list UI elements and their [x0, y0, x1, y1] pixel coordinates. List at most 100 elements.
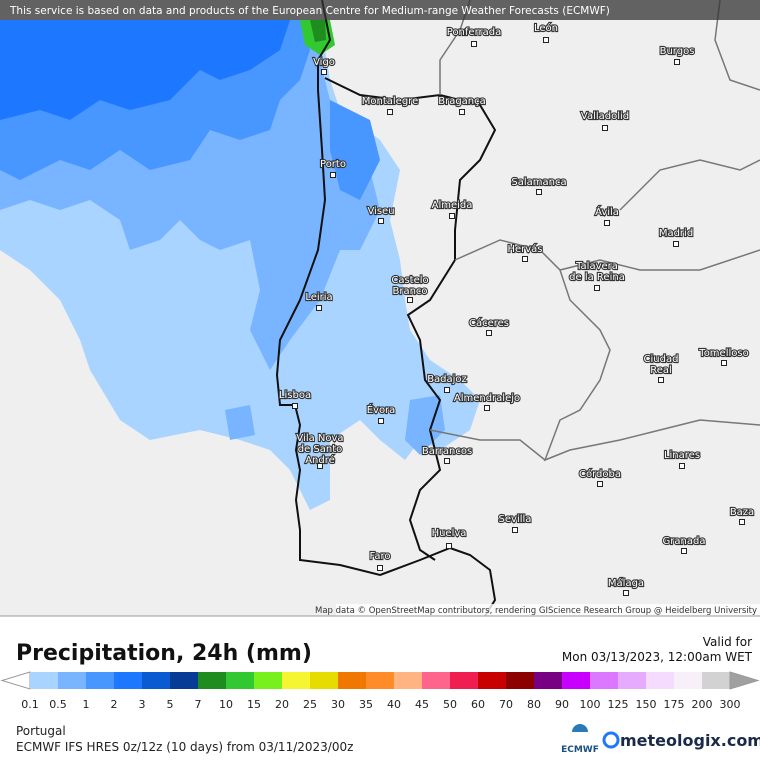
city-label: Talavera	[575, 261, 618, 272]
city-dot	[316, 305, 322, 311]
city-dot	[679, 463, 685, 469]
city-dot	[378, 418, 384, 424]
title: Precipitation, 24h (mm)	[16, 641, 312, 666]
scale-label: 25	[303, 698, 317, 711]
city-dot	[484, 405, 490, 411]
city-dot	[597, 481, 603, 487]
city-label: Ávila	[595, 205, 619, 218]
city-label: Montalegre	[362, 96, 418, 107]
city-label: André	[305, 454, 335, 466]
city-dot	[674, 59, 680, 65]
city-dot	[446, 543, 452, 549]
scale-label: 10	[219, 698, 233, 711]
city-dot	[512, 527, 518, 533]
scale-label: 0.5	[49, 698, 67, 711]
scale-label: 30	[331, 698, 345, 711]
scale-label: 50	[443, 698, 457, 711]
city-label: Almeida	[432, 200, 473, 211]
scale-swatch	[562, 672, 591, 689]
city-label: Málaga	[608, 577, 644, 589]
scale-swatch	[142, 672, 171, 689]
city-dot	[377, 565, 383, 571]
scale-swatch	[618, 672, 647, 689]
precipitation	[0, 20, 480, 510]
scale-swatch	[254, 672, 283, 689]
scale-label: 7	[195, 698, 202, 711]
city-label: Castelo	[391, 275, 428, 286]
ecmwf-text: ECMWF	[561, 745, 599, 755]
scale-label: 0.1	[21, 698, 39, 711]
city-label: Faro	[370, 551, 391, 562]
scale-label: 3	[139, 698, 146, 711]
city-label: Burgos	[660, 46, 695, 57]
city-dot	[407, 297, 413, 303]
cities: Ponferrada León Burgos Vigo Montalegre Bragan…	[278, 21, 755, 596]
city-label: Baza	[730, 507, 754, 518]
city-label: Linares	[664, 450, 700, 461]
attribution: Map data © OpenStreetMap contributors, r…	[315, 606, 757, 616]
city-dot	[739, 519, 745, 525]
city-dot	[292, 403, 298, 409]
scale-label: 2	[111, 698, 118, 711]
city-label: Sevilla	[499, 514, 532, 525]
scale-label: 300	[720, 698, 741, 711]
banner: This service is based on data and produc…	[9, 5, 610, 17]
city-label: Salamanca	[511, 177, 566, 188]
city-label: Ponferrada	[447, 27, 501, 38]
scale-swatch	[478, 672, 507, 689]
scale-swatch	[226, 672, 255, 689]
city-label: Vigo	[313, 57, 335, 68]
scale-label: 5	[167, 698, 174, 711]
scale-swatch	[310, 672, 339, 689]
city-label: Real	[650, 365, 672, 376]
city-label: Cáceres	[469, 317, 509, 329]
brand-icon	[602, 731, 620, 749]
city-label: de Santo	[298, 444, 343, 455]
city-label: Bragança	[438, 96, 486, 107]
scale-swatch	[58, 672, 87, 689]
city-label: Tomelloso	[698, 348, 748, 359]
scale-swatch	[702, 672, 731, 689]
scale-swatch	[394, 672, 423, 689]
city-dot	[317, 463, 323, 469]
city-label: Madrid	[659, 228, 693, 239]
city-dot	[444, 387, 450, 393]
city-dot	[543, 37, 549, 43]
scale-swatch	[198, 672, 227, 689]
scale-label: 100	[580, 698, 601, 711]
region: Portugal	[16, 724, 66, 738]
scale-label: 45	[415, 698, 429, 711]
scale-swatch	[366, 672, 395, 689]
city-label: Hervás	[507, 243, 542, 255]
scale-label: 175	[664, 698, 685, 711]
city-dot	[623, 590, 629, 596]
city-label: Barrancos	[422, 446, 472, 457]
city-label: Córdoba	[579, 468, 621, 480]
city-label: Lisboa	[279, 390, 311, 401]
scale-swatch	[114, 672, 143, 689]
scale-swatch	[170, 672, 199, 689]
scale-label: 80	[527, 698, 541, 711]
city-dot	[604, 220, 610, 226]
city-label: Leiria	[305, 292, 332, 303]
ecmwf-logo: ECMWF	[561, 724, 599, 755]
color-scale: 0.1 0.5 1 2 3 5 7 10 15 20 25 30 35 40 45 50 60 70 80 90 100…	[0, 671, 760, 711]
city-dot	[387, 109, 393, 115]
scale-label: 20	[275, 698, 289, 711]
scale-label: 200	[692, 698, 713, 711]
city-label: Huelva	[432, 528, 467, 539]
city-dot	[330, 172, 336, 178]
scale-label: 35	[359, 698, 373, 711]
model-info: ECMWF IFS HRES 0z/12z (10 days) from 03/…	[16, 740, 353, 754]
attribution-bg	[336, 604, 760, 616]
scale-swatch	[282, 672, 311, 689]
brand: meteologix.com	[620, 731, 760, 750]
city-dot	[681, 548, 687, 554]
scale-swatch	[506, 672, 535, 689]
scale-label: 15	[247, 698, 261, 711]
city-label: Évora	[367, 403, 396, 416]
city-label: Granada	[663, 536, 706, 547]
city-label: Viseu	[367, 206, 394, 217]
scale-label: 150	[636, 698, 657, 711]
valid-time: Mon 03/13/2023, 12:00am WET	[562, 650, 753, 664]
